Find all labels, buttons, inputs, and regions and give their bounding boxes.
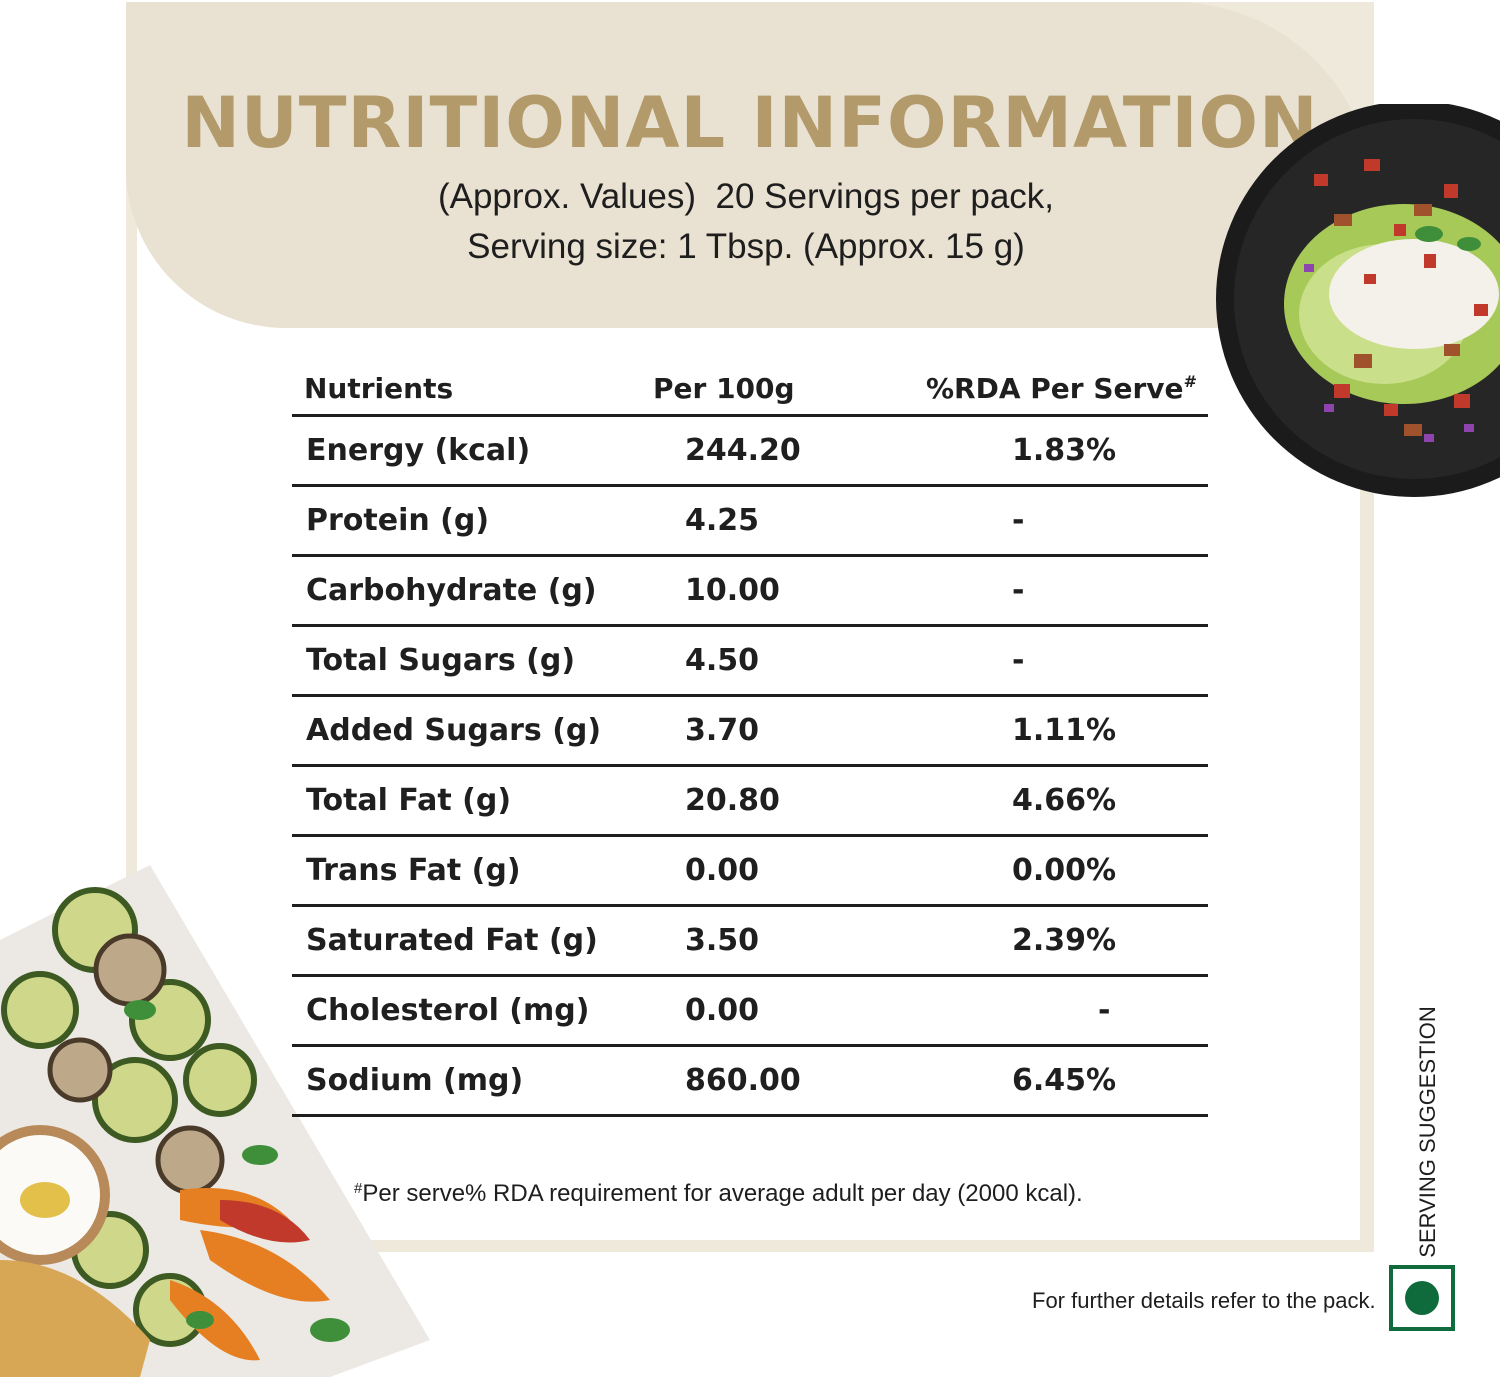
table-row: Protein (g) 4.25 - bbox=[292, 487, 1208, 557]
rda-value: 1.11% bbox=[1012, 713, 1117, 748]
table-row: Carbohydrate (g) 10.00 - bbox=[292, 557, 1208, 627]
column-header-rda-label: %RDA Per Serve bbox=[926, 372, 1184, 405]
table-row: Added Sugars (g) 3.70 1.11% bbox=[292, 697, 1208, 767]
rda-value: - bbox=[1012, 573, 1025, 608]
nutrient-name: Added Sugars (g) bbox=[306, 713, 602, 748]
rda-value: - bbox=[1098, 993, 1111, 1028]
subtitle: (Approx. Values) 20 Servings per pack, S… bbox=[126, 172, 1366, 272]
column-header-rda: %RDA Per Serve# bbox=[926, 372, 1197, 405]
column-header-nutrients: Nutrients bbox=[304, 372, 454, 405]
nutrient-name: Cholesterol (mg) bbox=[306, 993, 590, 1028]
footnote-text: Per serve% RDA requirement for average a… bbox=[362, 1180, 1083, 1207]
per-100g-value: 860.00 bbox=[685, 1063, 801, 1098]
table-row: Saturated Fat (g) 3.50 2.39% bbox=[292, 907, 1208, 977]
rda-value: 1.83% bbox=[1012, 433, 1117, 468]
column-header-rda-mark: # bbox=[1183, 372, 1197, 391]
rda-value: 2.39% bbox=[1012, 923, 1117, 958]
rda-value: 0.00% bbox=[1012, 853, 1117, 888]
nutrient-name: Energy (kcal) bbox=[306, 433, 531, 468]
header-band bbox=[126, 2, 1374, 328]
page-title: NUTRITIONAL INFORMATION bbox=[181, 82, 1319, 164]
footnote: #Per serve% RDA requirement for average … bbox=[354, 1180, 1083, 1208]
serving-suggestion-label: SERVING SUGGESTION bbox=[1415, 1006, 1440, 1258]
per-100g-value: 0.00 bbox=[685, 853, 760, 888]
subtitle-serving-size: Serving size: 1 Tbsp. (Approx. 15 g) bbox=[467, 227, 1025, 266]
nutrient-name: Total Sugars (g) bbox=[306, 643, 576, 678]
content-panel-inner bbox=[137, 200, 1360, 1240]
vegetarian-symbol-icon bbox=[1389, 1265, 1455, 1331]
table-row: Cholesterol (mg) 0.00 - bbox=[292, 977, 1208, 1047]
salad-plate-image bbox=[1216, 104, 1500, 497]
footnote-mark: # bbox=[354, 1180, 363, 1197]
table-row: Sodium (mg) 860.00 6.45% bbox=[292, 1047, 1208, 1117]
rda-value: - bbox=[1012, 503, 1025, 538]
per-100g-value: 0.00 bbox=[685, 993, 760, 1028]
table-row: Total Fat (g) 20.80 4.66% bbox=[292, 767, 1208, 837]
table-row: Total Sugars (g) 4.50 - bbox=[292, 627, 1208, 697]
nutrient-name: Sodium (mg) bbox=[306, 1063, 524, 1098]
column-header-per-100g: Per 100g bbox=[653, 372, 795, 405]
per-100g-value: 10.00 bbox=[685, 573, 780, 608]
nutrient-name: Carbohydrate (g) bbox=[306, 573, 597, 608]
rda-value: 6.45% bbox=[1012, 1063, 1117, 1098]
subtitle-servings: (Approx. Values) 20 Servings per pack, bbox=[437, 177, 1055, 216]
per-100g-value: 20.80 bbox=[685, 783, 780, 818]
nutrient-name: Total Fat (g) bbox=[306, 783, 512, 818]
per-100g-value: 3.70 bbox=[685, 713, 760, 748]
per-100g-value: 3.50 bbox=[685, 923, 760, 958]
nutrient-name: Saturated Fat (g) bbox=[306, 923, 598, 958]
table-header: Nutrients Per 100g %RDA Per Serve# bbox=[292, 366, 1208, 417]
nutrient-name: Protein (g) bbox=[306, 503, 490, 538]
vegetarian-dot bbox=[1405, 1281, 1439, 1315]
table-row: Energy (kcal) 244.20 1.83% bbox=[292, 417, 1208, 487]
rda-value: 4.66% bbox=[1012, 783, 1117, 818]
per-100g-value: 244.20 bbox=[685, 433, 801, 468]
nutrient-name: Trans Fat (g) bbox=[306, 853, 521, 888]
table-body: Energy (kcal) 244.20 1.83% Protein (g) 4.25 -… bbox=[292, 417, 1208, 1117]
nutrition-table: Nutrients Per 100g %RDA Per Serve# Energ… bbox=[292, 366, 1208, 1117]
refer-to-pack-text: For further details refer to the pack. bbox=[1032, 1288, 1376, 1313]
per-100g-value: 4.50 bbox=[685, 643, 760, 678]
table-row: Trans Fat (g) 0.00 0.00% bbox=[292, 837, 1208, 907]
grilled-vegetables-image bbox=[0, 865, 430, 1377]
per-100g-value: 4.25 bbox=[685, 503, 760, 538]
rda-value: - bbox=[1012, 643, 1025, 678]
